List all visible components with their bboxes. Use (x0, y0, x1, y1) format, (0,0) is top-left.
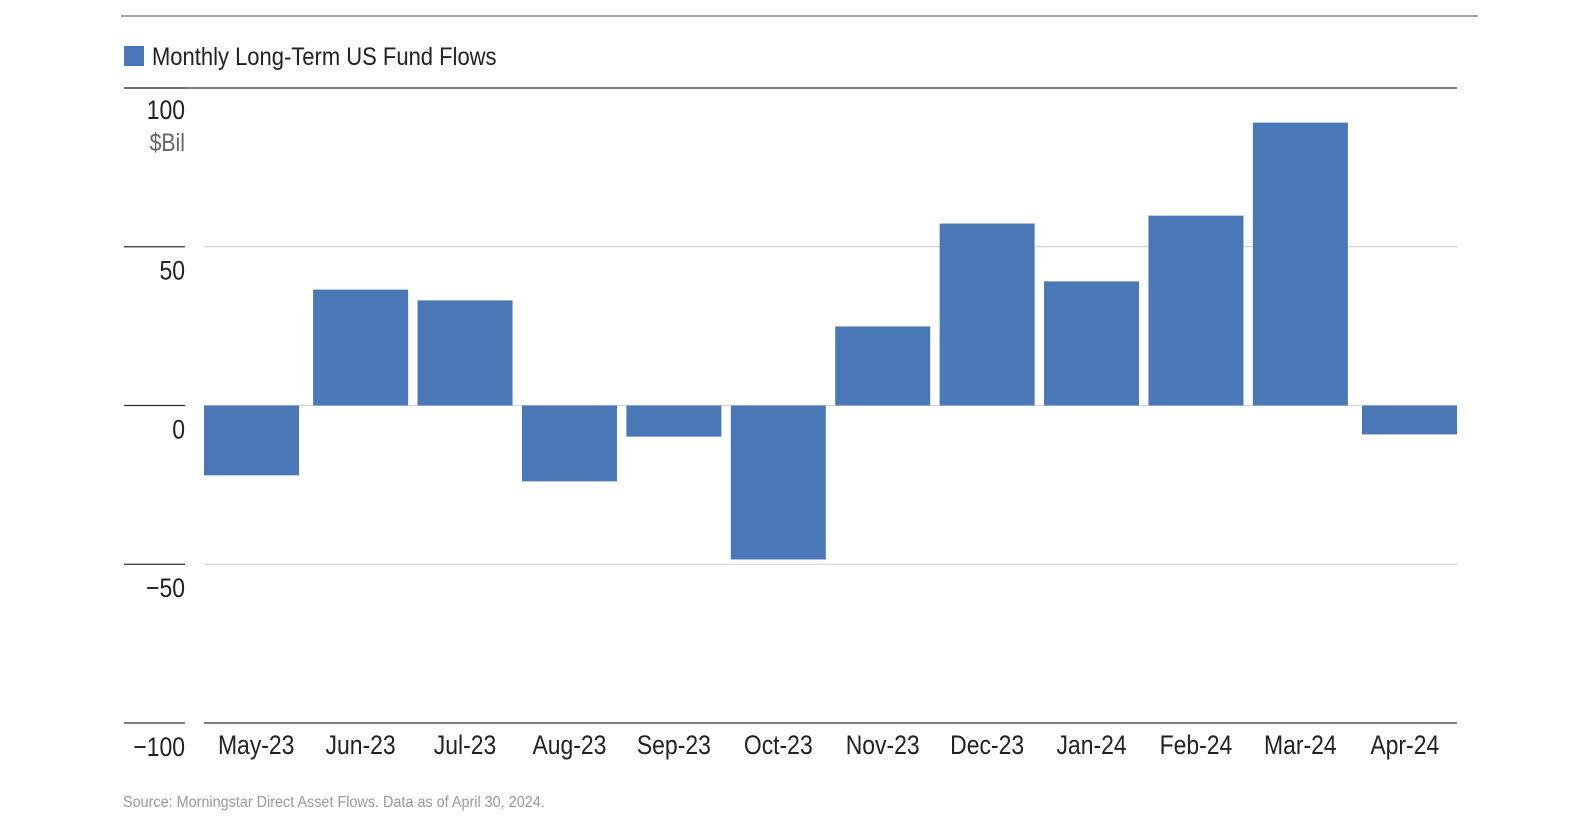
x-tick-label: Feb-24 (1160, 730, 1233, 760)
x-tick-label: Nov-23 (846, 730, 920, 760)
bar-aug-23 (521, 405, 617, 482)
y-tick-label: 0 (172, 415, 185, 445)
x-tick-label: May-23 (218, 730, 295, 760)
x-tick-label: Dec-23 (950, 730, 1024, 760)
bar-jun-23 (313, 289, 409, 406)
bar-mar-24 (1252, 122, 1348, 406)
bar-jan-24 (1044, 281, 1140, 406)
bar-feb-24 (1148, 215, 1244, 406)
x-tick-label: Sep-23 (637, 730, 711, 760)
bar-dec-23 (939, 223, 1035, 406)
bar-nov-23 (835, 326, 931, 406)
x-tick-label: Aug-23 (532, 730, 606, 760)
bar-oct-23 (730, 405, 826, 560)
x-tick-label: Apr-24 (1370, 730, 1439, 760)
x-tick-label: Oct-23 (744, 730, 813, 760)
x-tick-label: Jan-24 (1056, 730, 1126, 760)
y-unit-label: $Bil (150, 128, 185, 156)
x-tick-label: Jul-23 (434, 730, 496, 760)
source-note: Source: Morningstar Direct Asset Flows. … (123, 793, 545, 811)
legend-swatch (124, 46, 144, 66)
y-tick-label: −50 (146, 574, 185, 604)
bar-sep-23 (626, 405, 722, 437)
legend-label: Monthly Long-Term US Fund Flows (152, 43, 497, 71)
bar-apr-24 (1362, 405, 1457, 435)
bar-jul-23 (417, 300, 513, 406)
y-tick-label: −100 (133, 732, 185, 762)
x-tick-label: Jun-23 (326, 730, 396, 760)
y-tick-label: 50 (159, 256, 185, 286)
bar-may-23 (204, 405, 299, 476)
y-tick-label: 100 (147, 95, 185, 125)
x-tick-label: Mar-24 (1264, 730, 1337, 760)
